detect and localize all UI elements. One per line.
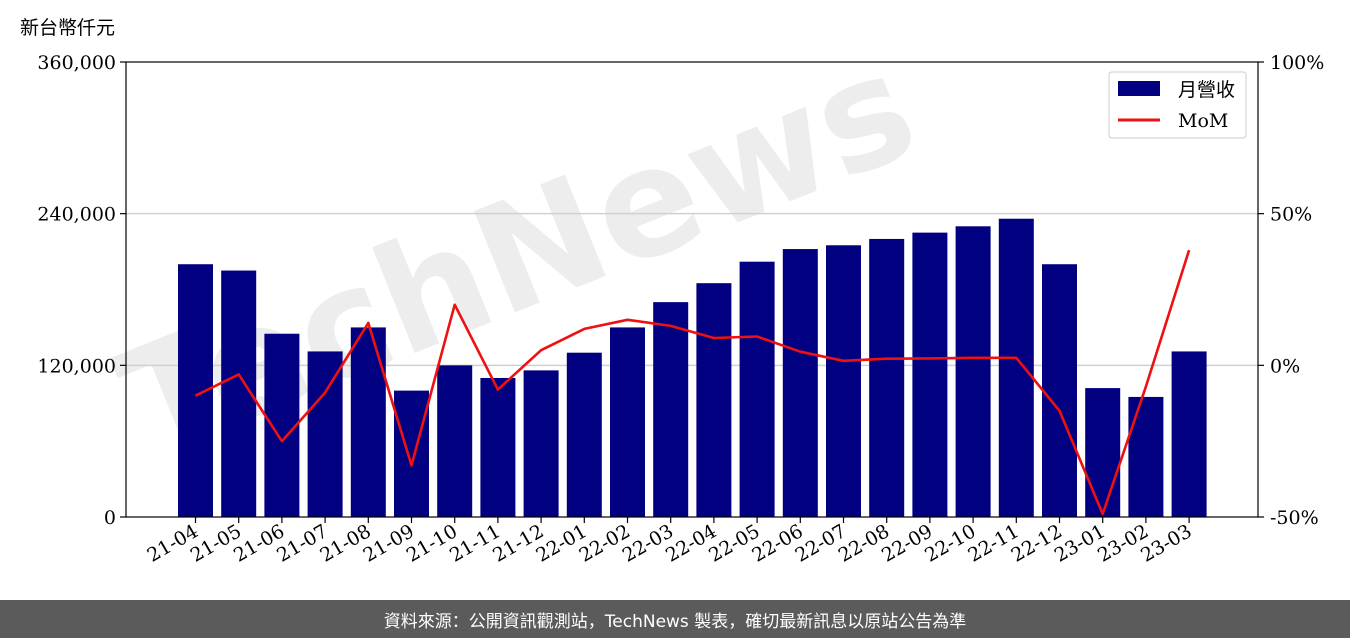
bar bbox=[1128, 396, 1164, 517]
y-tick-label: 240,000 bbox=[37, 204, 116, 226]
source-footer: 資料來源：公開資訊觀測站，TechNews 製表，確切最新訊息以原站公告為準 bbox=[0, 600, 1350, 638]
bar bbox=[394, 390, 429, 517]
bar bbox=[566, 352, 602, 517]
chart: TechNews 21-0421-0521-0621-0721-0821-092… bbox=[20, 17, 1324, 567]
bar bbox=[1042, 264, 1077, 517]
y-axis-label: 新台幣仟元 bbox=[20, 17, 115, 39]
y-axis-right: -50% 0% 50% 100% bbox=[1258, 52, 1324, 529]
bar bbox=[869, 238, 905, 517]
y-tick-label: 120,000 bbox=[37, 355, 116, 377]
bar bbox=[912, 232, 948, 517]
y2-tick-label: 0% bbox=[1270, 355, 1300, 377]
bar bbox=[480, 377, 516, 517]
plot-area-frame bbox=[125, 61, 1259, 518]
legend: 月營收 MoM bbox=[1108, 71, 1247, 139]
bar bbox=[696, 283, 732, 517]
x-tick-label: 23-03 bbox=[1137, 520, 1195, 566]
legend-bar-label: 月營收 bbox=[1178, 79, 1235, 101]
x-axis: 21-0421-0521-0621-0721-0821-0921-1021-11… bbox=[144, 517, 1196, 567]
y2-tick-label: 50% bbox=[1270, 204, 1312, 226]
legend-line-label: MoM bbox=[1178, 110, 1228, 132]
y-tick-label: 0 bbox=[104, 507, 116, 529]
legend-bar-swatch bbox=[1118, 81, 1160, 96]
bar bbox=[782, 249, 818, 518]
y-tick-label: 360,000 bbox=[37, 52, 116, 74]
bar-series bbox=[178, 218, 1207, 518]
bar bbox=[610, 327, 645, 517]
bar bbox=[955, 226, 991, 518]
bar bbox=[1171, 351, 1207, 517]
y2-tick-label: -50% bbox=[1270, 507, 1319, 529]
bar bbox=[826, 245, 861, 517]
bar bbox=[437, 365, 473, 517]
y-axis-left: 0 120,000 240,000 360,000 bbox=[37, 52, 126, 529]
bar bbox=[739, 261, 775, 517]
bar bbox=[264, 333, 300, 517]
bar bbox=[523, 370, 559, 517]
bar bbox=[998, 218, 1034, 517]
y2-tick-label: 100% bbox=[1270, 52, 1324, 74]
mom-line bbox=[194, 249, 1191, 516]
bar bbox=[1085, 388, 1121, 517]
bar bbox=[350, 327, 386, 517]
bar bbox=[653, 302, 689, 517]
line-series bbox=[194, 249, 1191, 516]
bar bbox=[307, 351, 343, 517]
source-footer-text: 資料來源：公開資訊觀測站，TechNews 製表，確切最新訊息以原站公告為準 bbox=[383, 611, 967, 632]
